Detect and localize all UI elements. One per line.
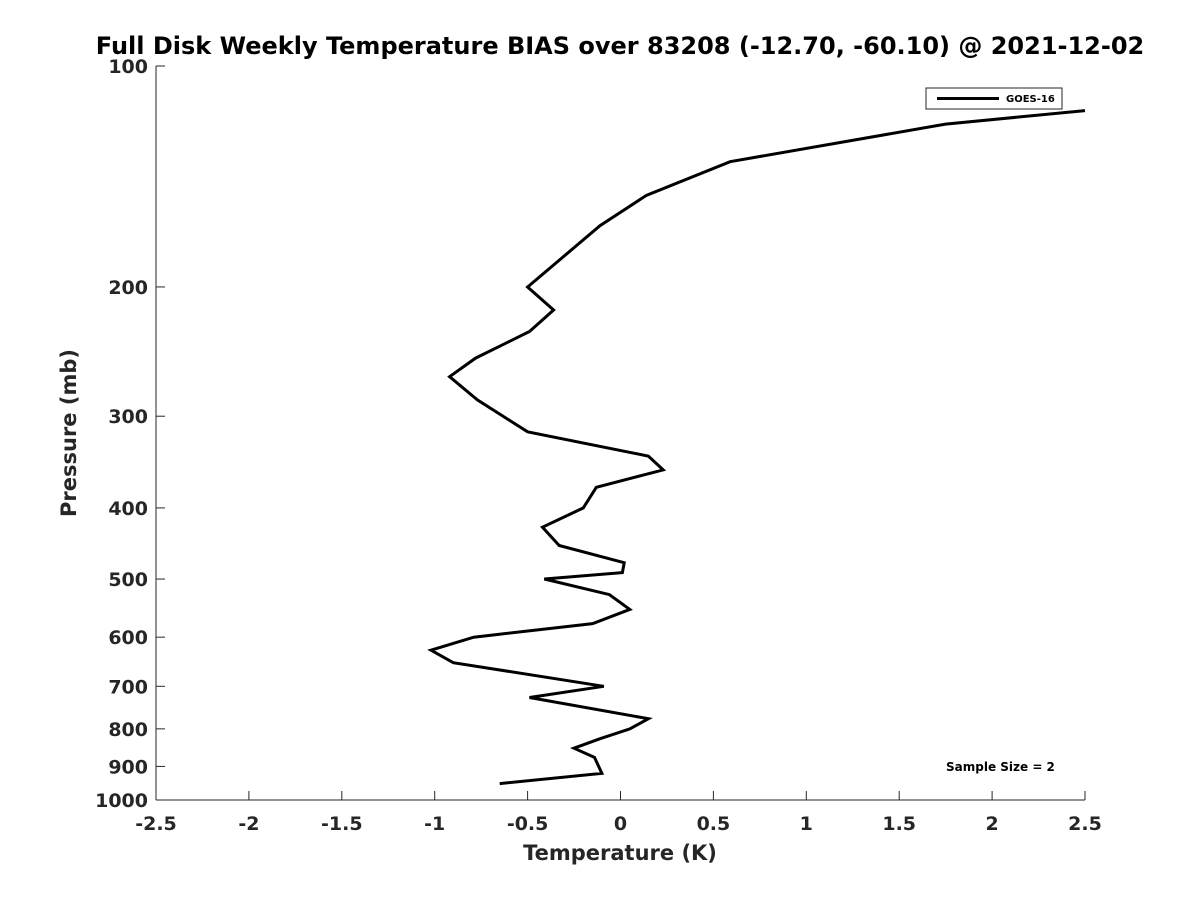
y-tick-label: 1000 bbox=[95, 790, 148, 812]
y-tick-label: 400 bbox=[108, 498, 148, 520]
y-axis-ticks: 100 200 300 400 500 600 700 800 900 1000 bbox=[95, 56, 165, 812]
x-tick-label: 2.5 bbox=[1068, 813, 1102, 835]
y-tick-label: 100 bbox=[108, 56, 148, 78]
x-axis-ticks: -2.5 -2 -1.5 -1 -0.5 0 0.5 1 1.5 2 2.5 bbox=[135, 791, 1102, 835]
series-line-goes-16 bbox=[427, 109, 1086, 786]
x-tick-label: 0 bbox=[614, 813, 627, 835]
x-tick-label: -2 bbox=[238, 813, 259, 835]
x-tick-label: -2.5 bbox=[135, 813, 177, 835]
x-tick-label: 0.5 bbox=[697, 813, 731, 835]
y-tick-label: 700 bbox=[108, 676, 148, 698]
x-tick-label: -1 bbox=[424, 813, 445, 835]
axes bbox=[155, 66, 1085, 801]
y-tick-label: 800 bbox=[108, 719, 148, 741]
chart-title: Full Disk Weekly Temperature BIAS over 8… bbox=[96, 32, 1144, 60]
y-tick-label: 900 bbox=[108, 756, 148, 778]
x-axis-label: Temperature (K) bbox=[523, 841, 717, 865]
legend-label-goes-16: GOES-16 bbox=[1006, 94, 1055, 105]
y-axis-label: Pressure (mb) bbox=[57, 349, 81, 517]
legend: GOES-16 bbox=[925, 87, 1063, 110]
x-tick-label: -0.5 bbox=[507, 813, 549, 835]
x-tick-label: 1.5 bbox=[882, 813, 916, 835]
x-tick-label: 2 bbox=[985, 813, 998, 835]
series-lines bbox=[427, 109, 1086, 786]
y-tick-label: 500 bbox=[108, 569, 148, 591]
x-tick-label: 1 bbox=[800, 813, 813, 835]
sample-size-annotation: Sample Size = 2 bbox=[946, 760, 1055, 774]
y-tick-label: 200 bbox=[108, 277, 148, 299]
y-tick-label: 300 bbox=[108, 406, 148, 428]
y-tick-label: 600 bbox=[108, 627, 148, 649]
x-tick-label: -1.5 bbox=[321, 813, 363, 835]
